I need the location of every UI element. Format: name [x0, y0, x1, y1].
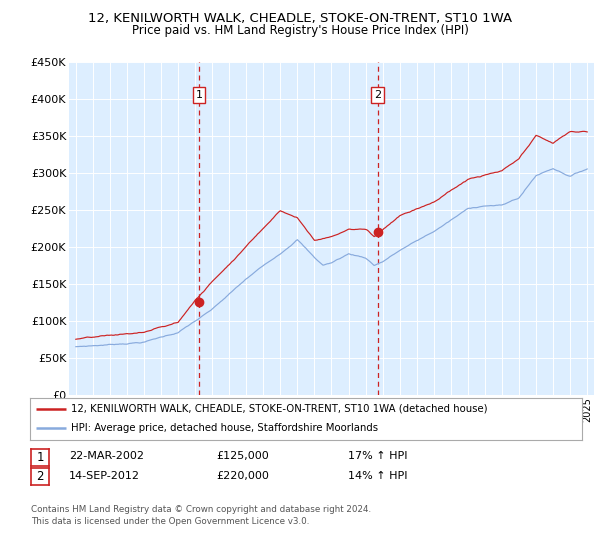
Text: 12, KENILWORTH WALK, CHEADLE, STOKE-ON-TRENT, ST10 1WA: 12, KENILWORTH WALK, CHEADLE, STOKE-ON-T… — [88, 12, 512, 25]
Text: Price paid vs. HM Land Registry's House Price Index (HPI): Price paid vs. HM Land Registry's House … — [131, 24, 469, 36]
Text: 14% ↑ HPI: 14% ↑ HPI — [348, 471, 407, 481]
Text: £220,000: £220,000 — [216, 471, 269, 481]
Text: 22-MAR-2002: 22-MAR-2002 — [69, 451, 144, 461]
Text: 2: 2 — [37, 470, 44, 483]
Text: 1: 1 — [37, 451, 44, 464]
Text: 12, KENILWORTH WALK, CHEADLE, STOKE-ON-TRENT, ST10 1WA (detached house): 12, KENILWORTH WALK, CHEADLE, STOKE-ON-T… — [71, 404, 488, 414]
Text: 14-SEP-2012: 14-SEP-2012 — [69, 471, 140, 481]
Text: 2: 2 — [374, 90, 381, 100]
Text: 1: 1 — [196, 90, 202, 100]
Text: 17% ↑ HPI: 17% ↑ HPI — [348, 451, 407, 461]
Text: £125,000: £125,000 — [216, 451, 269, 461]
Text: HPI: Average price, detached house, Staffordshire Moorlands: HPI: Average price, detached house, Staf… — [71, 423, 379, 433]
Text: Contains HM Land Registry data © Crown copyright and database right 2024.
This d: Contains HM Land Registry data © Crown c… — [31, 505, 371, 526]
